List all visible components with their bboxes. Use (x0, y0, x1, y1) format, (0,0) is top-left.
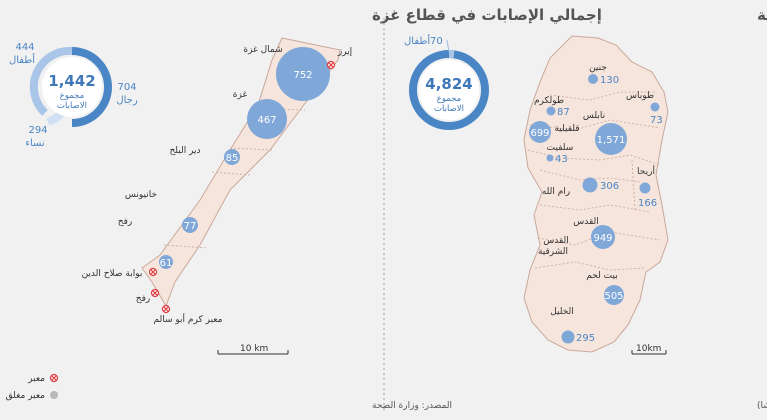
svg-text:دير البلح: دير البلح (169, 146, 200, 156)
crossing-rafah: رفح (136, 288, 160, 304)
bubble-jericho: 166 أريحا (637, 165, 657, 209)
bubble-tulkarm: 87 طولكرم (534, 96, 570, 118)
bubble-salfit: 43 سلفيت (546, 143, 574, 165)
bubble-qalqilya: 699 قلقيلية (529, 121, 580, 143)
bubble-ramallah: 306 رام الله (542, 177, 619, 197)
svg-text:رجال: رجال (116, 95, 137, 106)
svg-text:الاصابات: الاصابات (434, 104, 464, 114)
svg-text:أطفال: أطفال (404, 34, 430, 47)
svg-text:10km: 10km (636, 344, 661, 354)
gaza-donut: 1,442 مجموع الاصابات 444 أطفال 704 رجال … (9, 42, 138, 149)
svg-text:غزة: غزة (233, 90, 248, 100)
svg-text:الخليل: الخليل (550, 307, 574, 317)
svg-text:306: 306 (600, 181, 619, 192)
crossing-erez: إيرز (326, 47, 352, 70)
svg-text:467: 467 (257, 115, 276, 126)
svg-text:444: 444 (15, 42, 34, 53)
svg-text:43: 43 (555, 154, 568, 165)
svg-text:166: 166 (638, 198, 657, 209)
svg-text:87: 87 (557, 107, 570, 118)
west-bank-title: اجمالي الاصابات في الضفة الغربية (757, 6, 767, 24)
gaza-scale: 10 km (217, 344, 289, 355)
bubble-bethlehem: 505 بيت لحم (586, 271, 624, 305)
svg-text:949: 949 (593, 233, 612, 244)
svg-text:سلفيت: سلفيت (547, 143, 574, 153)
legend-crossing: معبر (27, 373, 59, 384)
svg-text:1,442: 1,442 (48, 72, 95, 90)
svg-text:طوباس: طوباس (626, 91, 654, 101)
west-bank-donut: 4,824 مجموع الاصابات 70 أطفال (404, 34, 489, 130)
gaza-source: المصدر: وزارة الصحة (372, 401, 452, 411)
svg-text:295: 295 (576, 333, 595, 344)
bubble-nablus: 1,571 نابلس (583, 111, 627, 155)
east-jerusalem-label-2: الشرقية (538, 247, 568, 257)
svg-text:بوابة صلاح الدين: بوابة صلاح الدين (82, 269, 143, 279)
svg-text:1,571: 1,571 (597, 135, 626, 146)
svg-text:مجموع: مجموع (60, 91, 84, 101)
svg-text:رام الله: رام الله (542, 187, 570, 197)
west-bank-map (523, 35, 669, 353)
svg-text:10 km: 10 km (240, 344, 268, 354)
svg-text:294: 294 (28, 125, 47, 136)
svg-text:704: 704 (117, 82, 136, 93)
map-legend: معبر معبر مغلق (6, 373, 59, 401)
bubble-north-gaza: 752 شمال غزة (243, 45, 330, 101)
bubble-jenin: 130 جنين (588, 63, 619, 86)
svg-text:505: 505 (604, 291, 623, 302)
bubble-rafah: 61 رفح (118, 217, 173, 269)
svg-text:معبر مغلق: معبر مغلق (6, 391, 46, 401)
svg-text:طولكرم: طولكرم (534, 96, 564, 106)
svg-text:أطفال: أطفال (9, 53, 35, 66)
svg-text:752: 752 (293, 70, 312, 81)
bubble-jerusalem: 949 القدس القدس الشرقية (538, 217, 615, 257)
east-jerusalem-label-1: القدس (543, 236, 569, 246)
svg-text:جنين: جنين (589, 63, 607, 73)
svg-text:رفح: رفح (136, 294, 150, 304)
svg-text:73: 73 (650, 115, 663, 126)
legend-closed-crossing: معبر مغلق (6, 391, 58, 401)
bubble-hebron: 295 الخليل (550, 307, 595, 344)
svg-text:معبر كرم أبو سالم: معبر كرم أبو سالم (154, 313, 223, 325)
west-bank-bubbles: 130 جنين 73 طوباس 87 طولكرم 1,571 نابلس … (529, 63, 663, 344)
west-bank-source: المصدر: مكتب تنسيق الشؤون الإنسانية (أوت… (757, 399, 767, 411)
crossing-salah-al-din: بوابة صلاح الدين (82, 267, 158, 279)
svg-text:4,824: 4,824 (425, 75, 472, 93)
svg-text:الاصابات: الاصابات (57, 101, 87, 111)
gaza-crossings: إيرز بوابة صلاح الدين رفح معبر كرم أبو س… (82, 47, 353, 325)
svg-text:بيت لحم: بيت لحم (586, 271, 617, 281)
bubble-tubas: 73 طوباس (626, 91, 663, 126)
svg-text:70: 70 (430, 36, 443, 47)
svg-text:نابلس: نابلس (583, 111, 605, 121)
svg-text:القدس: القدس (573, 217, 599, 227)
svg-text:مجموع: مجموع (437, 94, 461, 104)
bubble-gaza-city: 467 غزة (233, 90, 287, 139)
west-bank-scale: 10km (631, 344, 667, 355)
svg-text:رفح: رفح (118, 217, 132, 227)
bubble-khan-younis: 77 خانيونس (125, 190, 198, 233)
svg-text:قلقيلية: قلقيلية (554, 124, 579, 134)
svg-text:699: 699 (530, 128, 549, 139)
gaza-title: إجمالي الإصابات في قطاع غزة (372, 6, 602, 24)
svg-text:نساء: نساء (25, 138, 44, 149)
bubble-deir-al-balah: 85 دير البلح (169, 146, 240, 165)
crossing-kerem-shalom: معبر كرم أبو سالم (154, 304, 223, 325)
svg-text:85: 85 (226, 153, 239, 164)
svg-text:77: 77 (184, 221, 197, 232)
svg-text:أريحا: أريحا (637, 165, 655, 177)
svg-text:خانيونس: خانيونس (125, 190, 157, 200)
svg-text:130: 130 (600, 75, 619, 86)
gaza-bubbles: 752 شمال غزة 467 غزة 85 دير البلح 77 خان… (118, 45, 330, 269)
svg-text:إيرز: إيرز (337, 47, 352, 57)
svg-text:معبر: معبر (27, 374, 45, 384)
svg-text:شمال غزة: شمال غزة (243, 45, 282, 55)
svg-text:61: 61 (160, 258, 173, 269)
